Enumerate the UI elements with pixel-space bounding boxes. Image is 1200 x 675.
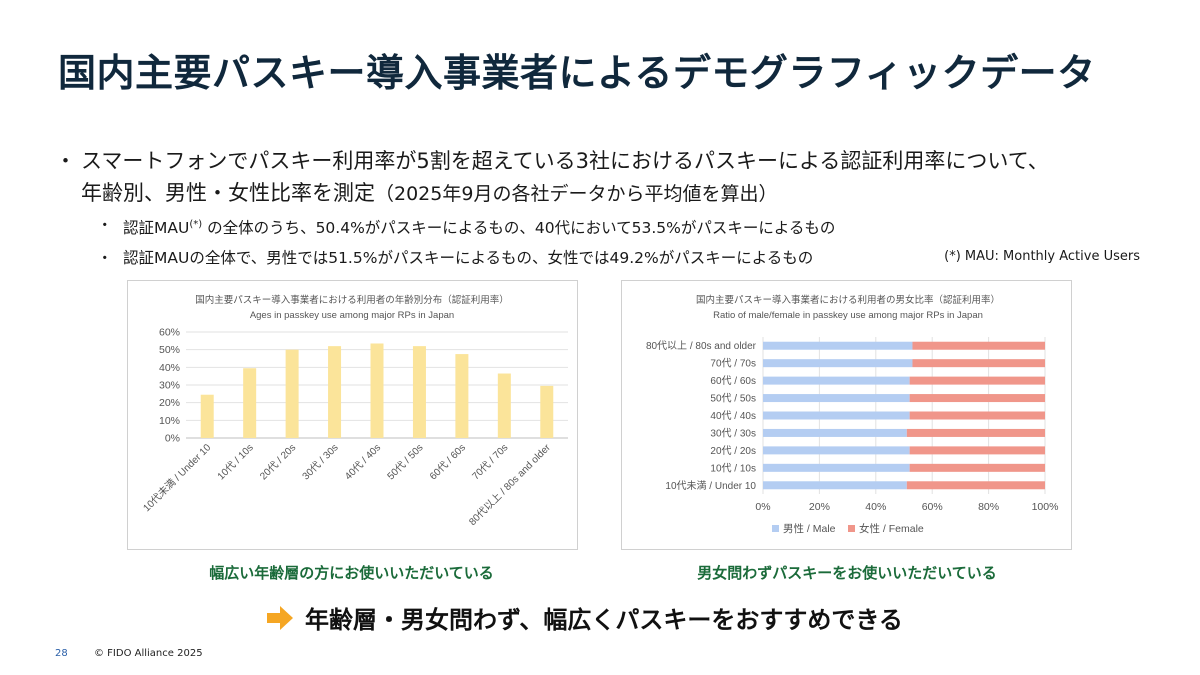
- bar: [370, 343, 384, 438]
- y-tick-label: 60%: [159, 327, 180, 339]
- bar-segment: [763, 394, 910, 403]
- x-tick-label: 80%: [978, 501, 999, 513]
- y-tick-label: 40代 / 40s: [710, 410, 756, 422]
- x-tick-label: 60代 / 60s: [427, 442, 468, 483]
- caption-left: 幅広い年齢層の方にお使いいただいている: [209, 564, 494, 582]
- bar-segment: [909, 463, 1045, 472]
- arrow-right-icon: [267, 605, 293, 630]
- x-tick-label: 20%: [809, 501, 830, 513]
- bullet-sub-1-a: 認証MAU: [123, 219, 190, 238]
- bullet-main-line2-text: 年齢別、男性・女性比率を測定: [81, 181, 375, 205]
- chart-subtitle: Ages in passkey use among major RPs in J…: [250, 310, 454, 321]
- page-title: 国内主要パスキー導入事業者によるデモグラフィックデータ: [58, 51, 1096, 95]
- x-tick-label: 60%: [922, 501, 943, 513]
- y-tick-label: 20代 / 20s: [710, 445, 756, 457]
- x-tick-label: 100%: [1032, 501, 1059, 513]
- legend-label: 女性 / Female: [859, 522, 924, 535]
- y-tick-label: 50代 / 50s: [710, 393, 756, 405]
- bar-segment: [763, 481, 907, 490]
- y-tick-label: 30%: [159, 380, 180, 392]
- bar: [243, 368, 257, 438]
- bar-segment: [912, 341, 1045, 350]
- y-tick-label: 40%: [159, 362, 180, 374]
- bar: [412, 346, 426, 438]
- bar-segment: [763, 359, 913, 368]
- y-tick-label: 80代以上 / 80s and older: [646, 340, 757, 352]
- x-tick-label: 40代 / 40s: [342, 442, 383, 483]
- bar-segment: [763, 411, 910, 420]
- bullet-dot: ・: [55, 149, 76, 173]
- gender-ratio-chart: 国内主要パスキー導入事業者における利用者の男女比率（認証利用率） Ratio of…: [646, 294, 1059, 535]
- bar: [497, 373, 511, 438]
- y-tick-label: 10%: [159, 415, 180, 427]
- legend-label: 男性 / Male: [783, 522, 836, 535]
- bar: [200, 394, 214, 438]
- legend-swatch: [772, 525, 779, 532]
- bullet-dot: ・: [97, 216, 113, 234]
- bar: [455, 354, 469, 438]
- bullet-main-note: （2025年9月の各社データから平均値を算出）: [375, 183, 778, 205]
- bar-segment: [763, 446, 910, 455]
- y-tick-label: 30代 / 30s: [710, 427, 756, 439]
- y-tick-label: 0%: [165, 433, 180, 445]
- bar-segment: [912, 359, 1045, 368]
- bar: [328, 346, 342, 438]
- x-tick-label: 30代 / 30s: [300, 442, 341, 483]
- x-tick-label: 10代 / 10s: [215, 442, 256, 483]
- x-tick-label: 80代以上 / 80s and older: [467, 441, 554, 528]
- bar-segment: [906, 428, 1045, 437]
- legend-swatch: [848, 525, 855, 532]
- x-tick-label: 20代 / 20s: [258, 442, 299, 483]
- bar: [285, 349, 299, 438]
- bar-segment: [909, 376, 1045, 385]
- y-tick-label: 10代 / 10s: [710, 462, 756, 474]
- bullet-main-line1: スマートフォンでパスキー利用率が5割を超えている3社におけるパスキーによる認証利…: [81, 149, 1049, 173]
- conclusion-text: 年齢層・男女問わず、幅広くパスキーをおすすめできる: [305, 606, 903, 634]
- bullet-sub-1-sup: (*): [189, 219, 203, 230]
- x-tick-label: 70代 / 70s: [470, 442, 511, 483]
- x-tick-label: 50代 / 50s: [385, 442, 426, 483]
- chart-title: 国内主要パスキー導入事業者における利用者の男女比率（認証利用率）: [696, 294, 1000, 306]
- y-tick-label: 10代未満 / Under 10: [665, 480, 756, 492]
- y-tick-label: 70代 / 70s: [710, 358, 756, 370]
- bullet-main-line2: 年齢別、男性・女性比率を測定（2025年9月の各社データから平均値を算出）: [81, 177, 1175, 210]
- bar: [540, 385, 554, 438]
- x-tick-label: 40%: [865, 501, 886, 513]
- age-distribution-chart: 国内主要パスキー導入事業者における利用者の年齢別分布（認証利用率） Ages in…: [141, 294, 568, 528]
- bar-segment: [909, 446, 1045, 455]
- bar-segment: [763, 463, 910, 472]
- y-tick-label: 60代 / 60s: [710, 375, 756, 387]
- bullet-sub-2: ・ 認証MAUの全体で、男性では51.5%がパスキーによるもの、女性では49.2…: [55, 243, 1175, 273]
- bar-segment: [909, 411, 1045, 420]
- y-tick-label: 50%: [159, 344, 180, 356]
- copyright: © FIDO Alliance 2025: [94, 648, 203, 659]
- caption-right: 男女問わずパスキーをお使いいただいている: [697, 564, 997, 582]
- bar-segment: [763, 341, 913, 350]
- chart-subtitle: Ratio of male/female in passkey use amon…: [713, 310, 983, 321]
- chart-title: 国内主要パスキー導入事業者における利用者の年齢別分布（認証利用率）: [195, 294, 509, 306]
- bullet-list: ・ スマートフォンでパスキー利用率が5割を超えている3社におけるパスキーによる認…: [55, 145, 1175, 273]
- bullet-main: ・ スマートフォンでパスキー利用率が5割を超えている3社におけるパスキーによる認…: [55, 145, 1175, 210]
- x-tick-label: 10代未満 / Under 10: [141, 441, 214, 514]
- mau-footnote: (*) MAU: Monthly Active Users: [944, 249, 1140, 264]
- bar-segment: [763, 428, 907, 437]
- bar-segment: [763, 376, 910, 385]
- x-tick-label: 0%: [755, 501, 770, 513]
- bar-segment: [909, 394, 1045, 403]
- bullet-sub-1-b: の全体のうち、50.4%がパスキーによるもの、40代において53.5%がパスキー…: [202, 219, 836, 238]
- age-chart-panel: 国内主要パスキー導入事業者における利用者の年齢別分布（認証利用率） Ages in…: [127, 280, 578, 550]
- bullet-sub-2-text: 認証MAUの全体で、男性では51.5%がパスキーによるもの、女性では49.2%が…: [123, 249, 814, 268]
- bullet-dot: ・: [97, 249, 113, 268]
- bar-segment: [906, 481, 1045, 490]
- conclusion: 年齢層・男女問わず、幅広くパスキーをおすすめできる: [265, 600, 903, 635]
- bullet-sub-1: ・ 認証MAU(*) の全体のうち、50.4%がパスキーによるもの、40代におい…: [55, 210, 1175, 243]
- page-number: 28: [55, 648, 68, 659]
- gender-chart-panel: 国内主要パスキー導入事業者における利用者の男女比率（認証利用率） Ratio of…: [621, 280, 1072, 550]
- y-tick-label: 20%: [159, 397, 180, 409]
